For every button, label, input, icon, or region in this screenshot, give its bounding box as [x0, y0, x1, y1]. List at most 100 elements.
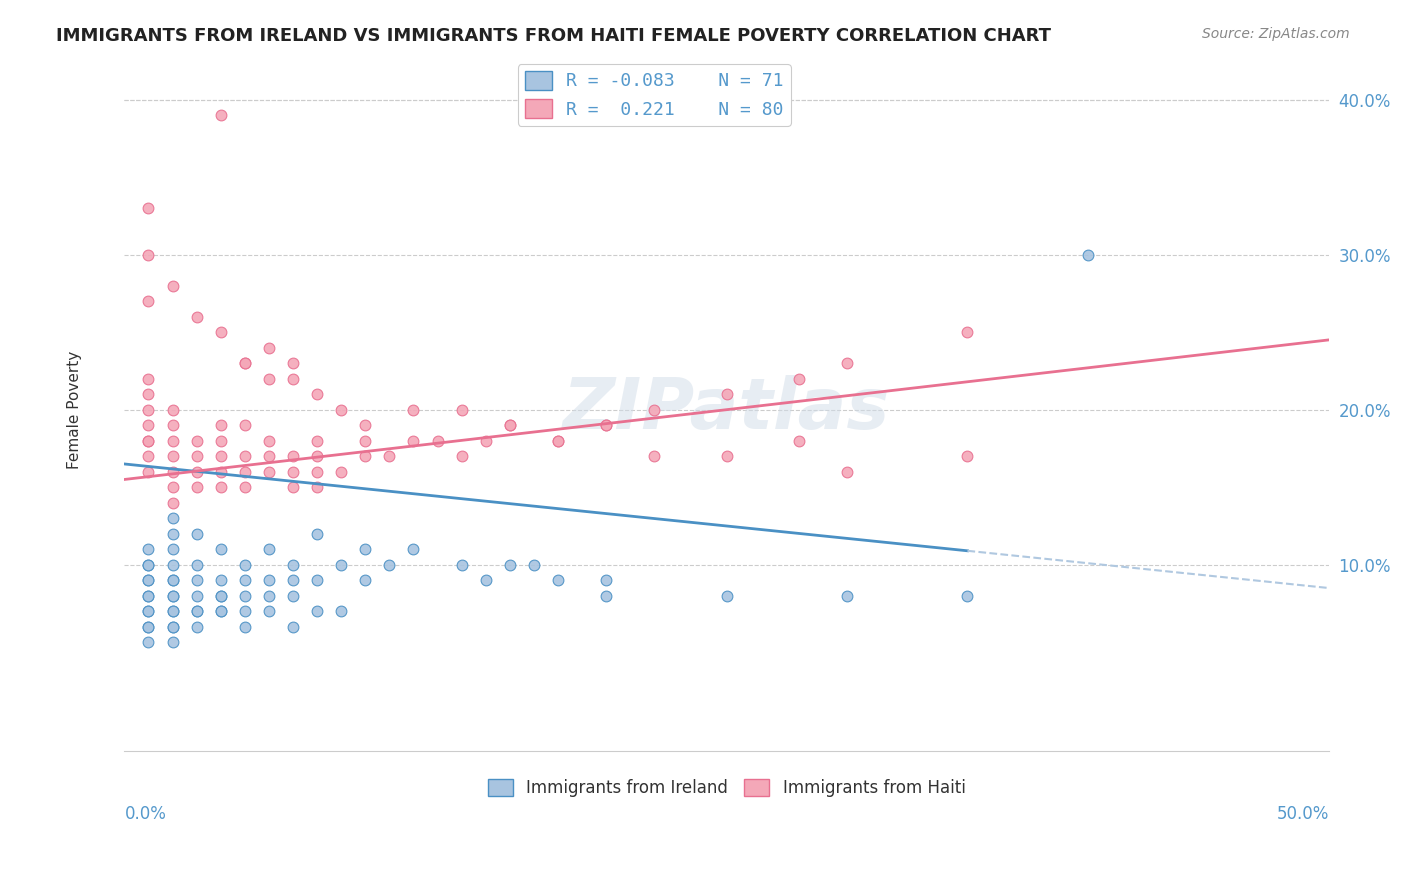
Point [330, 465, 353, 479]
Point [186, 449, 208, 463]
Point [402, 402, 425, 417]
Point [162, 604, 184, 618]
Point [547, 574, 569, 588]
Point [138, 449, 160, 463]
Point [138, 574, 160, 588]
Point [138, 604, 160, 618]
Point [307, 604, 329, 618]
Point [162, 574, 184, 588]
Point [307, 526, 329, 541]
Point [281, 480, 304, 494]
Point [209, 108, 232, 122]
Point [209, 542, 232, 557]
Point [233, 356, 256, 370]
Point [162, 589, 184, 603]
Point [138, 620, 160, 634]
Point [162, 402, 184, 417]
Point [162, 449, 184, 463]
Point [643, 402, 665, 417]
Point [138, 620, 160, 634]
Point [281, 589, 304, 603]
Point [186, 589, 208, 603]
Point [378, 558, 401, 572]
Point [209, 325, 232, 339]
Point [595, 418, 617, 433]
Point [499, 418, 522, 433]
Point [162, 574, 184, 588]
Point [209, 589, 232, 603]
Point [138, 247, 160, 261]
Point [186, 574, 208, 588]
Point [233, 574, 256, 588]
Point [138, 465, 160, 479]
Point [426, 434, 449, 448]
Point [233, 620, 256, 634]
Point [233, 604, 256, 618]
Point [162, 542, 184, 557]
Point [835, 589, 858, 603]
Point [257, 372, 280, 386]
Point [281, 620, 304, 634]
Point [233, 589, 256, 603]
Point [257, 465, 280, 479]
Point [547, 434, 569, 448]
Point [330, 604, 353, 618]
Point [450, 449, 472, 463]
Point [233, 558, 256, 572]
Point [787, 434, 810, 448]
Text: ZIPatlas: ZIPatlas [562, 376, 890, 444]
Point [138, 558, 160, 572]
Point [716, 589, 738, 603]
Point [162, 418, 184, 433]
Point [138, 434, 160, 448]
Point [307, 434, 329, 448]
Point [956, 449, 979, 463]
Point [257, 434, 280, 448]
Point [162, 434, 184, 448]
Point [209, 480, 232, 494]
Point [402, 434, 425, 448]
Point [162, 620, 184, 634]
Point [162, 496, 184, 510]
Point [186, 604, 208, 618]
Point [138, 589, 160, 603]
Point [257, 604, 280, 618]
Point [162, 558, 184, 572]
Point [162, 604, 184, 618]
Point [186, 480, 208, 494]
Point [186, 558, 208, 572]
Point [257, 542, 280, 557]
Point [307, 449, 329, 463]
Point [162, 465, 184, 479]
Text: Female Poverty: Female Poverty [67, 351, 82, 469]
Point [162, 480, 184, 494]
Point [547, 434, 569, 448]
Point [162, 526, 184, 541]
Point [378, 449, 401, 463]
Point [281, 574, 304, 588]
Point [209, 465, 232, 479]
Point [595, 589, 617, 603]
Point [281, 449, 304, 463]
Point [450, 402, 472, 417]
Point [186, 604, 208, 618]
Point [402, 542, 425, 557]
Point [281, 465, 304, 479]
Point [835, 465, 858, 479]
Point [209, 589, 232, 603]
Point [138, 558, 160, 572]
Point [1077, 247, 1099, 261]
Point [233, 480, 256, 494]
Point [354, 542, 377, 557]
Point [354, 449, 377, 463]
Point [595, 418, 617, 433]
Point [956, 589, 979, 603]
Point [233, 465, 256, 479]
Point [162, 620, 184, 634]
Point [138, 604, 160, 618]
Text: 0.0%: 0.0% [124, 805, 166, 823]
Point [138, 372, 160, 386]
Point [209, 434, 232, 448]
Point [307, 574, 329, 588]
Point [209, 449, 232, 463]
